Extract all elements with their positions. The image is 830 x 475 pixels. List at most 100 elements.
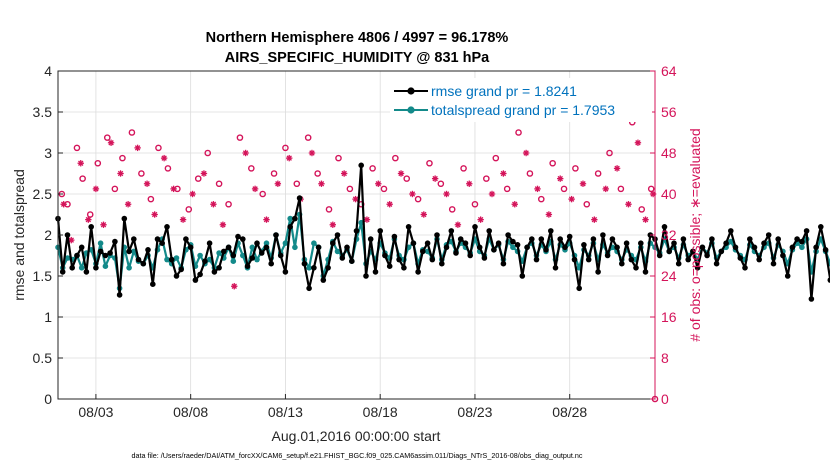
rmse-point [254, 240, 260, 246]
rmse-point [415, 269, 421, 275]
rmse-point [728, 228, 734, 234]
rmse-point [486, 228, 492, 234]
rmse-point [273, 232, 279, 238]
rmse-point [600, 232, 606, 238]
rmse-point [155, 236, 161, 242]
rmse-point [785, 273, 791, 279]
obs-evaluated-marker [108, 140, 114, 146]
rmse-point [287, 224, 293, 230]
obs-evaluated-marker [591, 216, 597, 222]
rmse-point [553, 265, 559, 271]
chart-subtitle: AIRS_SPECIFIC_HUMIDITY @ 831 hPa [225, 50, 490, 66]
y-tick-label-right: 0 [661, 391, 669, 407]
rmse-point [595, 269, 601, 275]
obs-evaluated-marker [534, 186, 540, 192]
rmse-point [311, 265, 317, 271]
spread-point [103, 263, 109, 269]
y-tick-label: 1 [44, 309, 52, 325]
rmse-point [434, 232, 440, 238]
rmse-point [79, 245, 85, 251]
rmse-point [150, 281, 156, 287]
rmse-point [420, 249, 426, 255]
legend-spread-marker [407, 106, 414, 113]
rmse-point [207, 240, 213, 246]
rmse-point [112, 239, 118, 245]
y-tick-label-right: 32 [661, 227, 677, 243]
obs-evaluated-marker [398, 170, 404, 176]
rmse-point [302, 261, 308, 267]
obs-evaluated-marker [580, 181, 586, 187]
rmse-point [453, 250, 459, 256]
rmse-point [98, 249, 104, 255]
rmse-point [804, 228, 810, 234]
rmse-point [482, 255, 488, 261]
legend: rmse grand pr = 1.8241 totalspread grand… [390, 78, 652, 122]
rmse-point [126, 249, 132, 255]
rmse-point [586, 257, 592, 263]
legend-spread-label: totalspread grand pr = 1.7953 [431, 102, 615, 118]
rmse-point [159, 240, 165, 246]
y-axis-label: rmse and totalspread [11, 169, 27, 301]
obs-evaluated-marker [242, 150, 248, 156]
rmse-point [799, 239, 805, 245]
y-tick-label-right: 64 [661, 63, 677, 79]
rmse-point [259, 250, 265, 256]
rmse-point [141, 261, 147, 267]
rmse-point [719, 249, 725, 255]
rmse-point [520, 273, 526, 279]
rmse-point [240, 236, 246, 242]
rmse-point [330, 240, 336, 246]
spread-point [292, 245, 298, 251]
rmse-point [813, 245, 819, 251]
spread-point [79, 265, 85, 271]
rmse-point [463, 240, 469, 246]
rmse-point [752, 245, 758, 251]
obs-evaluated-marker [151, 211, 157, 217]
rmse-point [69, 265, 75, 271]
rmse-point [183, 236, 189, 242]
rmse-point [572, 257, 578, 263]
rmse-point [548, 228, 554, 234]
obs-evaluated-marker [409, 191, 415, 197]
rmse-point [771, 261, 777, 267]
obs-evaluated-marker [252, 186, 258, 192]
obs-evaluated-marker [117, 170, 123, 176]
rmse-point [818, 224, 824, 230]
rmse-point [164, 224, 170, 230]
x-tick-label: 08/03 [78, 404, 113, 420]
rmse-point [202, 258, 208, 264]
obs-evaluated-marker [201, 170, 207, 176]
rmse-point [363, 273, 369, 279]
obs-evaluated-marker [100, 222, 106, 228]
rmse-point [496, 240, 502, 246]
rmse-point [306, 286, 312, 292]
rmse-point [449, 228, 455, 234]
footer-data-file: data file: /Users/raeder/DAI/ATM_forcXX/… [132, 451, 583, 460]
spread-point [799, 245, 805, 251]
rmse-point [212, 269, 218, 275]
rmse-point [401, 265, 407, 271]
y-tick-label: 2 [44, 227, 52, 243]
obs-evaluated-marker [161, 155, 167, 161]
rmse-point [107, 250, 113, 256]
y-tick-label: 3.5 [33, 104, 53, 120]
rmse-point [136, 257, 142, 263]
rmse-point [268, 261, 274, 267]
rmse-point [809, 296, 815, 302]
y-tick-label-right: 48 [661, 145, 677, 161]
rmse-point [709, 236, 715, 242]
rmse-point [515, 242, 521, 248]
obs-evaluated-marker [386, 201, 392, 207]
y-tick-label: 0 [44, 391, 52, 407]
chart-title: Northern Hemisphere 4806 / 4997 = 96.178… [206, 30, 509, 46]
obs-evaluated-marker [635, 140, 641, 146]
rmse-point [738, 255, 744, 261]
obs-evaluated-marker [330, 222, 336, 228]
obs-evaluated-marker [557, 175, 563, 181]
rmse-point [250, 255, 256, 261]
rmse-point [235, 234, 241, 240]
rmse-point [633, 265, 639, 271]
rmse-point [576, 286, 582, 292]
rmse-point [264, 245, 270, 251]
rmse-point [742, 265, 748, 271]
